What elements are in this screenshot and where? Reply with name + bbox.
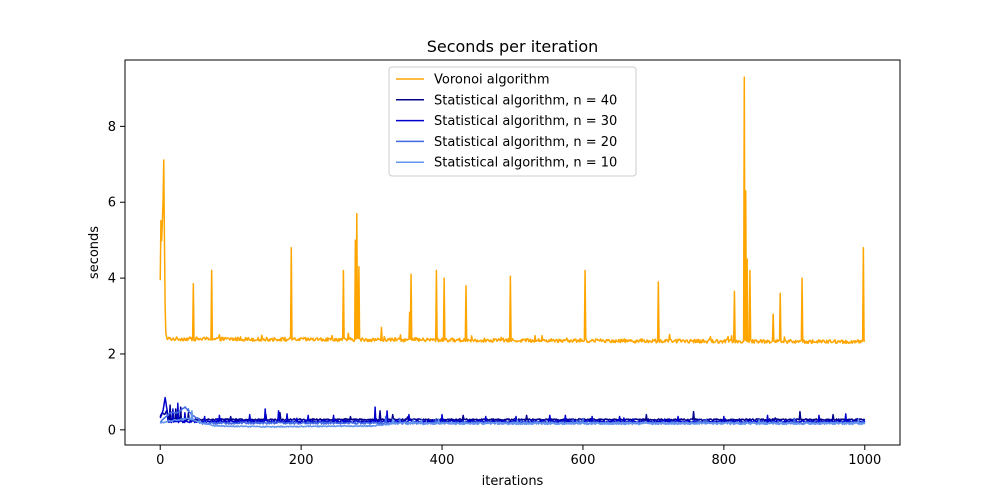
legend-label: Statistical algorithm, n = 20 (434, 135, 617, 150)
x-tick-label: 800 (711, 453, 736, 468)
y-tick-label: 2 (108, 347, 116, 362)
y-tick-label: 4 (108, 272, 116, 287)
legend-label: Voronoi algorithm (434, 73, 550, 88)
y-tick-label: 8 (108, 120, 116, 135)
y-axis-label: seconds (87, 226, 102, 279)
x-tick-label: 400 (430, 453, 455, 468)
series-line-1 (159, 76, 866, 345)
series-line-5 (159, 410, 866, 428)
x-tick-label: 1000 (848, 453, 881, 468)
x-tick-label: 200 (289, 453, 314, 468)
y-tick-label: 0 (108, 423, 116, 438)
legend-label: Statistical algorithm, n = 10 (434, 156, 617, 171)
plot-frame (124, 59, 901, 446)
legend-label: Statistical algorithm, n = 30 (434, 114, 617, 129)
x-tick-label: 600 (571, 453, 596, 468)
legend-box (388, 66, 637, 177)
x-axis: 0 200 400 600 800 1000 (156, 445, 881, 468)
x-tick-label: 0 (156, 453, 164, 468)
legend: Voronoi algorithm Statistical algorithm, … (388, 66, 637, 177)
x-axis-label: iterations (482, 474, 544, 489)
legend-label: Statistical algorithm, n = 40 (434, 93, 617, 108)
y-axis: 0 2 4 6 8 (108, 120, 125, 438)
chart-title: Seconds per iteration (427, 37, 599, 56)
plot-lines (159, 76, 866, 428)
y-tick-label: 6 (108, 196, 116, 211)
